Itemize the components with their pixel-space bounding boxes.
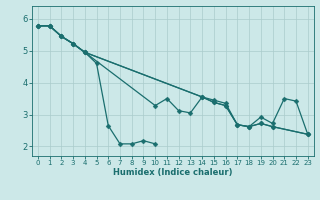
- X-axis label: Humidex (Indice chaleur): Humidex (Indice chaleur): [113, 168, 233, 177]
